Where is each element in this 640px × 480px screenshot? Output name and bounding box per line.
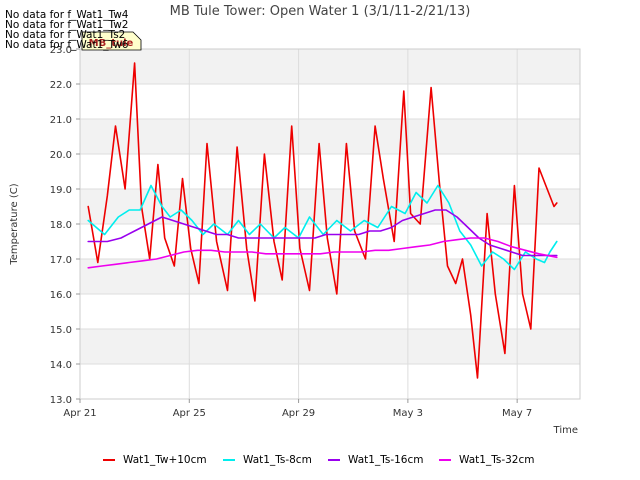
no-data-message: No data for f_Wat1_Tw2 [5,19,129,31]
plot-band [80,294,580,329]
y-tick-label: 18.0 [50,220,72,231]
legend-label: Wat1_Ts-32cm [459,454,535,466]
y-axis-label: Temperature (C) [9,183,20,265]
no-data-message: No data for f_Wat1_Tw6 [5,39,129,51]
plot-band [80,329,580,364]
legend-swatch [103,459,115,461]
series-line-wat1-ts-8cm [87,184,558,271]
y-tick-label: 13.0 [50,395,72,406]
plot-band [80,49,580,84]
badge-shape [81,31,142,51]
y-axis-ticks: 13.0 14.0 15.0 16.0 17.0 18.0 19.0 20.0 21.0 22.0… [50,45,80,406]
plot-band [80,154,580,189]
x-tick-label: Apr 29 [282,408,315,419]
y-tick-label: 16.0 [50,290,72,301]
x-axis-label: Time [553,425,578,436]
series-line-wat1-ts-32cm [87,237,558,269]
x-tick-label: May 3 [393,408,423,419]
x-tick-label: May 7 [502,408,532,419]
legend-label: Wat1_Ts-16cm [348,454,424,466]
legend-label: Wat1_Tw+10cm [123,454,207,466]
plot-band [80,84,580,119]
legend-item-tw10[interactable]: Wat1_Tw+10cm [103,454,207,466]
legend-item-ts16[interactable]: Wat1_Ts-16cm [328,454,424,466]
x-axis-ticks: Apr 21 Apr 25 Apr 29 May 3 May 7 [63,399,532,419]
chart-title: MB Tule Tower: Open Water 1 (3/1/11-2/21… [170,4,471,19]
legend-item-ts8[interactable]: Wat1_Ts-8cm [223,454,312,466]
x-tick-label: Apr 25 [173,408,206,419]
legend-item-ts32[interactable]: Wat1_Ts-32cm [439,454,535,466]
y-tick-label: 22.0 [50,80,72,91]
series-lines [87,62,558,379]
site-badge: MB_tule [81,31,142,51]
legend-label: Wat1_Ts-8cm [243,454,312,466]
legend-swatch [439,459,451,461]
badge-label: MB_tule [89,38,134,49]
y-tick-label: 17.0 [50,255,72,266]
series-line-wat1-tw-10cm [87,62,558,379]
plot-band [80,259,580,294]
legend-swatch [223,459,235,461]
plot-band [80,119,580,154]
y-tick-label: 20.0 [50,150,72,161]
legend-swatch [328,459,340,461]
x-tick-label: Apr 21 [63,408,96,419]
y-tick-label: 14.0 [50,360,72,371]
y-tick-label: 15.0 [50,325,72,336]
y-tick-label: 19.0 [50,185,72,196]
plot-band [80,364,580,399]
no-data-message: No data for f_Wat1_Ts2 [5,29,126,41]
no-data-message: No data for f_Wat1_Tw4 [5,9,129,21]
chart-legend: Wat1_Tw+10cm Wat1_Ts-8cm Wat1_Ts-16cm Wa… [0,454,640,470]
y-tick-label: 23.0 [50,45,72,56]
y-tick-label: 21.0 [50,115,72,126]
